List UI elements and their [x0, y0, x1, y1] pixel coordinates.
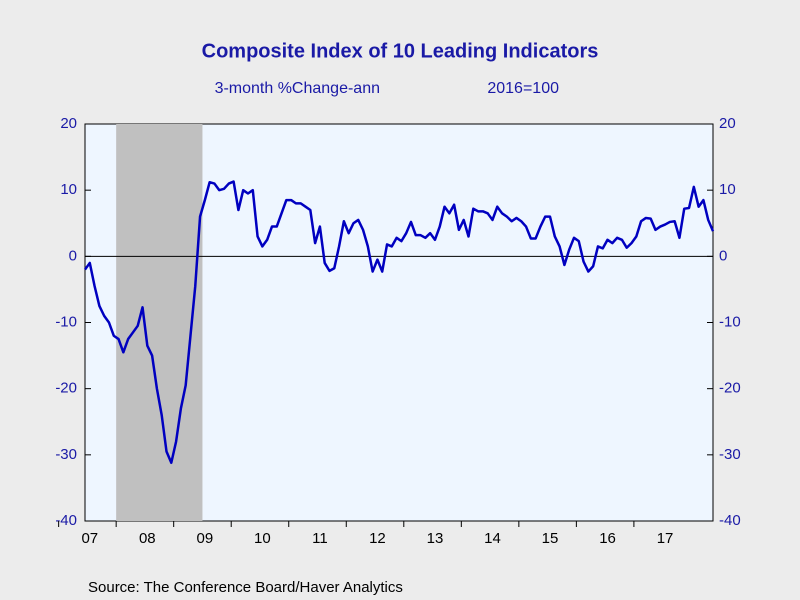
x-tick-label: 10: [254, 530, 271, 547]
source-note: Source: The Conference Board/Haver Analy…: [88, 579, 403, 596]
y2-tick-label: -40: [719, 512, 741, 529]
y2-tick-label: 0: [719, 247, 727, 264]
y-tick-label: -30: [55, 446, 77, 463]
x-tick-label: 08: [139, 530, 156, 547]
x-tick-label: 15: [542, 530, 559, 547]
y2-tick-label: -30: [719, 446, 741, 463]
y2-tick-label: -20: [719, 380, 741, 397]
x-tick-label: 09: [197, 530, 214, 547]
chart-subtitle: 3-month %Change-ann: [215, 80, 380, 97]
x-tick-label: 11: [312, 530, 328, 547]
x-tick-label: 14: [484, 530, 501, 547]
x-tick-label: 07: [81, 530, 98, 547]
shading-layer: [116, 124, 203, 521]
y2-tick-label: 10: [719, 181, 736, 198]
data-line: [83, 180, 715, 465]
x-tick-label: 12: [369, 530, 386, 547]
chart-title: Composite Index of 10 Leading Indicators: [202, 40, 599, 62]
y-tick-label: 0: [69, 247, 77, 264]
x-tick-label: 13: [427, 530, 444, 547]
y-tick-label: -20: [55, 380, 77, 397]
chart-subtitle-right: 2016=100: [487, 80, 559, 97]
x-tick-label: 16: [599, 530, 616, 547]
y-tick-label: -40: [55, 512, 77, 529]
recession-shading: [116, 124, 203, 521]
y-tick-label: 20: [60, 115, 77, 132]
y2-tick-label: 20: [719, 115, 736, 132]
y2-tick-label: -10: [719, 313, 741, 330]
x-tick-label: 17: [657, 530, 674, 547]
y-tick-label: 10: [60, 181, 77, 198]
y-tick-label: -10: [55, 313, 77, 330]
